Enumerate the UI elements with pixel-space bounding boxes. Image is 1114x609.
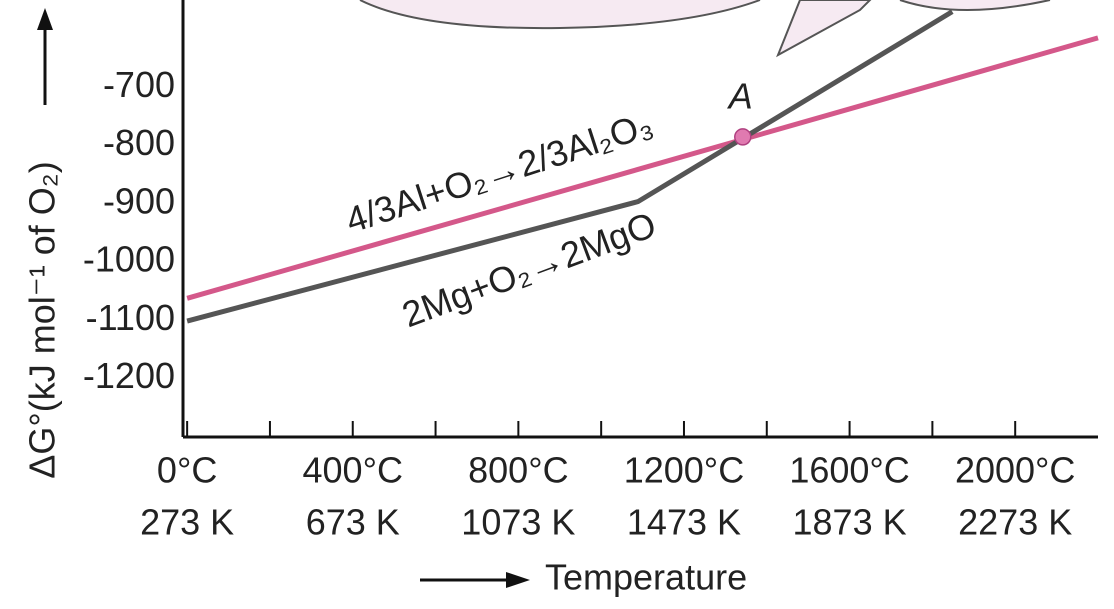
x-tick-label-kelvin: 2273 K [958,502,1072,543]
x-tick-label: 2000°C [955,450,1075,491]
x-tick-label-kelvin: 673 K [306,502,400,543]
point-label: A [727,75,753,116]
x-arrow-head [506,572,530,588]
chart: ΔG°(kJ mol⁻¹ of O₂) Temperature -700 -800… [0,0,1114,604]
x-tick-label: 1200°C [624,450,744,491]
y-tick-label: -800 [103,122,175,163]
y-arrow-head [37,8,53,30]
x-tick-label: 1600°C [789,450,909,491]
y-tick-label: -1200 [83,355,175,396]
decoration [778,0,870,55]
x-axis-label: Temperature [545,557,747,598]
y-tick-label: -1100 [86,297,175,338]
series-line [187,38,1098,298]
y-axis-label: ΔG°(kJ mol⁻¹ of O₂) [22,161,63,478]
y-tick-label: -700 [103,64,175,105]
decoration [360,0,760,28]
decoration [900,0,1050,10]
x-tick-label-kelvin: 1473 K [627,502,741,543]
x-tick-label-kelvin: 1073 K [461,502,575,543]
point-marker [735,129,751,145]
x-tick-label: 400°C [303,450,403,491]
y-tick-label: -900 [103,180,175,221]
x-tick-label-kelvin: 273 K [140,502,234,543]
y-tick-label: -1000 [83,239,175,280]
x-tick-label-kelvin: 1873 K [793,502,907,543]
x-tick-label: 0°C [157,450,217,491]
series-label: 2Mg+O₂→2MgO [397,204,662,336]
x-tick-label: 800°C [468,450,568,491]
